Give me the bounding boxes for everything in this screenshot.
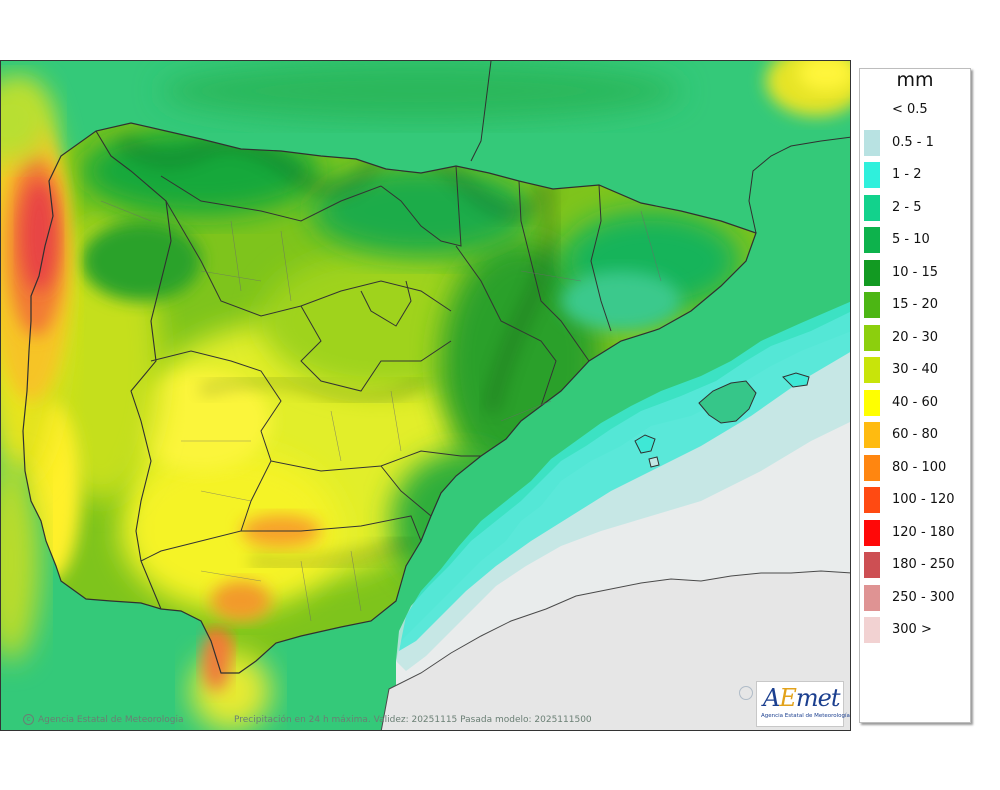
legend-item: 15 - 20 — [864, 292, 968, 318]
legend-swatch — [864, 227, 880, 253]
legend-item: 0.5 - 1 — [864, 129, 968, 156]
iberia-outline — [22, 122, 757, 674]
legend-label: 10 - 15 — [892, 264, 939, 280]
legend-label: 300 > — [892, 622, 932, 637]
legend-swatch — [864, 324, 880, 351]
legend-label: 15 - 20 — [892, 297, 939, 312]
legend-label: 5 - 10 — [892, 232, 930, 247]
legend-label: 20 - 30 — [892, 329, 939, 345]
legend-label: 40 - 60 — [892, 394, 939, 410]
legend-item: 2 - 5 — [864, 194, 968, 221]
legend-item: 180 - 250 — [864, 552, 968, 578]
legend-item: 1 - 2 — [864, 162, 968, 188]
legend-label: 100 - 120 — [892, 492, 955, 507]
ne-corner-core — [798, 61, 850, 91]
legend-label: < 0.5 — [892, 102, 928, 117]
legend-item: 100 - 120 — [864, 487, 968, 513]
copyright-icon: c — [23, 714, 34, 725]
legend-label: 60 - 80 — [892, 427, 939, 442]
legend-swatch — [864, 617, 880, 643]
legend-label: 250 - 300 — [892, 589, 955, 605]
aemet-logo: AEmet Agencia Estatal de Meteorología — [756, 681, 850, 727]
legend-swatch — [864, 584, 880, 611]
africa-coast — [380, 570, 850, 730]
legend-label: 0.5 - 1 — [892, 134, 934, 150]
legend-item: 250 - 300 — [864, 584, 968, 611]
formentera — [648, 456, 660, 468]
legend-item: 20 - 30 — [864, 324, 968, 351]
legend-item: 60 - 80 — [864, 422, 968, 448]
legend-item: 80 - 100 — [864, 454, 968, 481]
legend-unit: mm — [896, 69, 934, 91]
map-credit: c Agencia Estatal de Meteorologia — [23, 714, 184, 725]
legend-label: 2 - 5 — [892, 199, 922, 215]
legend-item: 300 > — [864, 617, 968, 643]
menorca — [782, 372, 810, 388]
legend-item: 5 - 10 — [864, 227, 968, 253]
legend-item: 120 - 180 — [864, 519, 968, 546]
legend-swatch — [864, 389, 880, 416]
legend-swatch — [864, 259, 880, 286]
relief-shading — [116, 135, 558, 570]
province-borders — [100, 200, 662, 622]
france-coast — [470, 61, 850, 234]
legend-label: 120 - 180 — [892, 524, 955, 540]
legend-label: 80 - 100 — [892, 459, 947, 475]
legend-swatch — [864, 519, 880, 546]
legend-item: 10 - 15 — [864, 259, 968, 286]
map-caption: Precipitación en 24 h máxima. Validez: 2… — [234, 715, 592, 725]
legend-swatch — [864, 194, 880, 221]
globe-icon — [739, 686, 753, 700]
legend-swatch — [864, 454, 880, 481]
precipitation-legend: mm < 0.5 0.5 - 1 1 - 2 2 - 5 5 - 10 10 - 15 15… — [859, 68, 971, 723]
legend-swatch — [864, 97, 880, 123]
ibiza — [634, 434, 656, 454]
legend-swatch — [864, 162, 880, 188]
legend-label: 1 - 2 — [892, 167, 922, 182]
mallorca — [698, 380, 757, 424]
legend-swatch — [864, 357, 880, 383]
legend-item: < 0.5 — [864, 97, 968, 123]
legend-swatch — [864, 487, 880, 513]
portugal-border — [95, 130, 172, 610]
legend-swatch — [864, 292, 880, 318]
legend-swatch — [864, 129, 880, 156]
logo-subtitle: Agencia Estatal de Meteorología — [761, 713, 850, 719]
precipitation-map: c Agencia Estatal de Meteorologia Precip… — [0, 60, 851, 731]
logo-wordmark: AEmet — [763, 684, 840, 712]
legend-label: 180 - 250 — [892, 557, 955, 572]
legend-swatch — [864, 422, 880, 448]
legend-swatch — [864, 552, 880, 578]
legend-label: 30 - 40 — [892, 362, 939, 377]
west-coast-band — [1, 81, 271, 730]
region-borders — [140, 165, 612, 562]
legend-item: 30 - 40 — [864, 357, 968, 383]
credit-text: Agencia Estatal de Meteorologia — [38, 714, 184, 725]
map-canvas — [1, 61, 850, 730]
legend-item: 40 - 60 — [864, 389, 968, 416]
north-sea-band — [161, 61, 681, 121]
